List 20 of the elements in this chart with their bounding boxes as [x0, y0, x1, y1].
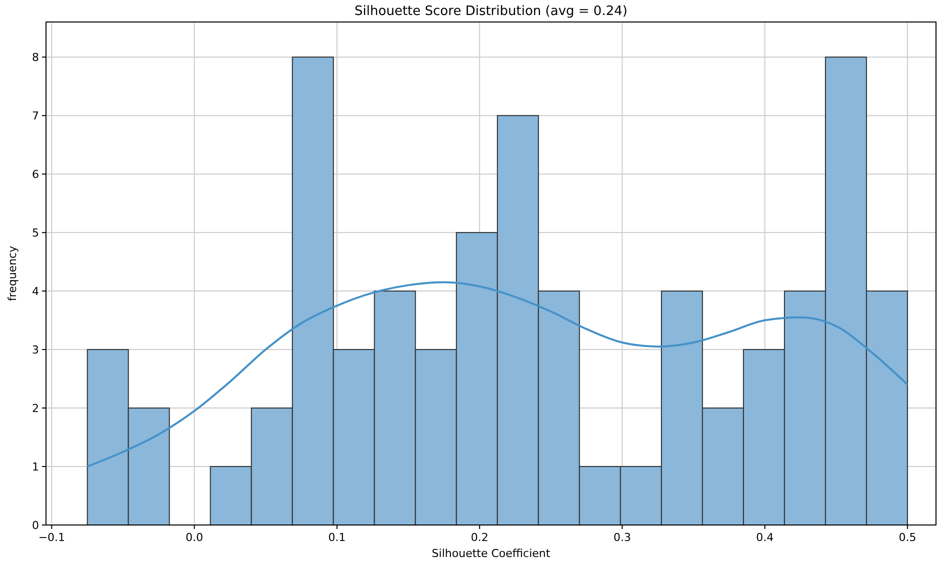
y-tick-label: 4	[32, 285, 39, 298]
y-tick-label: 7	[32, 110, 39, 123]
y-tick-label: 5	[32, 226, 39, 240]
y-tick-label: 8	[32, 51, 39, 64]
y-tick-label: 3	[32, 344, 39, 357]
x-tick-label: 0.2	[470, 531, 488, 544]
chart-title: Silhouette Score Distribution (avg = 0.24)	[354, 4, 628, 19]
x-axis-title: Silhouette Coefficient	[432, 547, 551, 560]
x-tick-label: 0.3	[613, 531, 631, 544]
y-tick-label: 1	[32, 460, 39, 474]
y-tick-label: 6	[32, 168, 39, 182]
x-tick-label: 0.4	[756, 531, 774, 544]
y-axis-title: frequency	[6, 245, 19, 302]
x-tick-label: 0.1	[328, 531, 346, 544]
y-tick-label: 0	[32, 519, 39, 532]
x-tick-label: −0.1	[38, 531, 66, 544]
x-tick-label: 0.5	[898, 531, 916, 544]
x-tick-label: 0.0	[186, 531, 204, 544]
line-series	[86, 281, 908, 468]
y-tick-label: 2	[32, 402, 39, 416]
